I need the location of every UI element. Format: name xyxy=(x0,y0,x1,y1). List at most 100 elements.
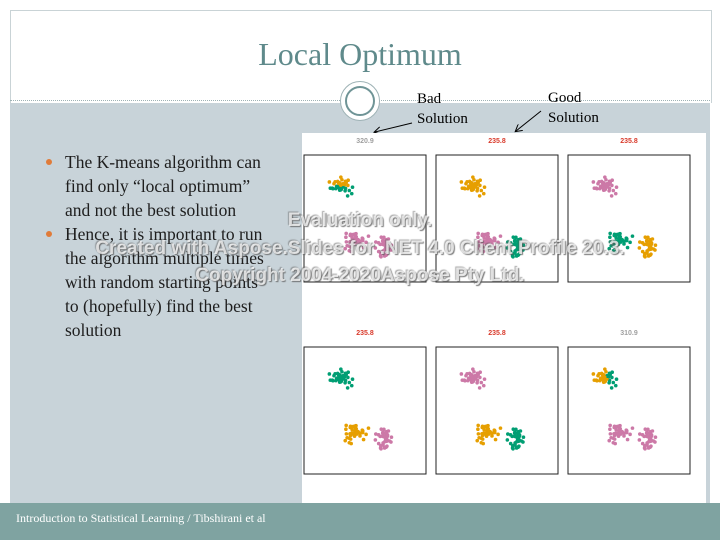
data-point xyxy=(353,233,358,238)
data-point xyxy=(345,194,350,198)
data-point xyxy=(496,240,500,245)
data-point xyxy=(376,441,381,446)
data-point xyxy=(476,432,481,436)
data-point xyxy=(361,245,366,250)
data-point xyxy=(614,377,619,381)
data-point xyxy=(460,186,465,191)
panel-score-label: 235.8 xyxy=(620,138,638,145)
data-point xyxy=(349,191,354,196)
data-point xyxy=(477,243,481,248)
data-point xyxy=(613,441,617,446)
data-point xyxy=(338,375,343,379)
data-point xyxy=(518,237,523,241)
data-point xyxy=(344,432,349,436)
data-point xyxy=(481,191,486,196)
data-point xyxy=(506,240,510,244)
data-point xyxy=(628,432,632,437)
data-point xyxy=(592,378,597,383)
data-point xyxy=(613,383,618,388)
data-point xyxy=(344,231,348,236)
data-point xyxy=(638,240,642,244)
data-point xyxy=(653,243,658,248)
data-point xyxy=(347,380,352,385)
data-point xyxy=(617,425,622,430)
data-point xyxy=(480,239,484,244)
data-point xyxy=(332,373,336,378)
panel-frame xyxy=(567,346,691,475)
data-point xyxy=(345,386,350,390)
data-point xyxy=(514,239,519,243)
data-point xyxy=(350,377,355,381)
data-point xyxy=(481,249,485,254)
data-point xyxy=(485,425,490,430)
data-point xyxy=(340,369,344,374)
data-point xyxy=(612,437,617,441)
data-point xyxy=(622,434,626,438)
data-point xyxy=(511,427,516,432)
data-point xyxy=(364,240,368,245)
data-point xyxy=(508,433,513,437)
data-point xyxy=(349,383,354,388)
data-point xyxy=(360,236,365,241)
data-point xyxy=(379,427,384,432)
data-point xyxy=(347,188,352,193)
data-point xyxy=(466,186,470,191)
bullet-item: The K-means algorithm can find only “loc… xyxy=(44,150,264,222)
data-point xyxy=(389,440,393,444)
ring-inner-icon xyxy=(345,86,375,116)
data-point xyxy=(591,180,596,184)
data-point xyxy=(624,428,629,433)
data-point xyxy=(617,233,622,238)
data-point xyxy=(472,369,476,374)
panel-frame xyxy=(435,346,559,475)
data-point xyxy=(610,375,614,380)
bullet-text: The K-means algorithm can find only “loc… xyxy=(65,152,261,220)
data-point xyxy=(349,249,353,254)
data-point xyxy=(335,371,340,376)
data-point xyxy=(514,431,519,435)
data-point xyxy=(475,246,480,251)
data-point xyxy=(646,254,651,258)
data-point xyxy=(492,428,497,433)
data-point xyxy=(480,425,485,430)
data-point xyxy=(496,432,500,437)
data-point xyxy=(608,240,613,244)
data-point xyxy=(625,437,630,442)
data-point xyxy=(646,446,651,450)
data-point xyxy=(379,235,384,240)
data-point xyxy=(508,249,513,254)
data-point xyxy=(354,431,359,436)
data-point xyxy=(366,234,371,238)
panel-score-label: 320.9 xyxy=(356,138,374,145)
data-point xyxy=(607,179,612,184)
data-point xyxy=(361,437,366,442)
data-point xyxy=(348,437,353,441)
data-point xyxy=(382,446,387,450)
data-point xyxy=(611,380,616,385)
data-point xyxy=(358,242,362,246)
data-point xyxy=(598,186,602,191)
data-point xyxy=(339,187,344,192)
data-point xyxy=(328,186,333,191)
data-point xyxy=(479,188,484,193)
bullet-list: The K-means algorithm can find only “loc… xyxy=(44,150,264,342)
data-point xyxy=(517,246,521,251)
data-point xyxy=(650,237,655,241)
panel-score-label: 235.8 xyxy=(488,138,506,145)
data-point xyxy=(640,433,645,437)
data-point xyxy=(374,432,378,436)
data-point xyxy=(521,440,525,444)
cluster-panel: 235.8 xyxy=(567,138,691,283)
data-point xyxy=(379,254,383,259)
data-point xyxy=(350,185,355,189)
kmeans-figure: 320.9 235.8 235.8 235.8 235.8 310.9 xyxy=(302,133,706,513)
data-point xyxy=(604,177,608,182)
bullet-text: Hence, it is important to run the algori… xyxy=(65,224,264,340)
data-point xyxy=(480,437,485,441)
data-point xyxy=(476,423,480,428)
data-point xyxy=(477,435,481,440)
data-point xyxy=(480,245,485,249)
data-point xyxy=(475,179,480,184)
data-point xyxy=(602,183,607,187)
data-point xyxy=(625,245,630,250)
